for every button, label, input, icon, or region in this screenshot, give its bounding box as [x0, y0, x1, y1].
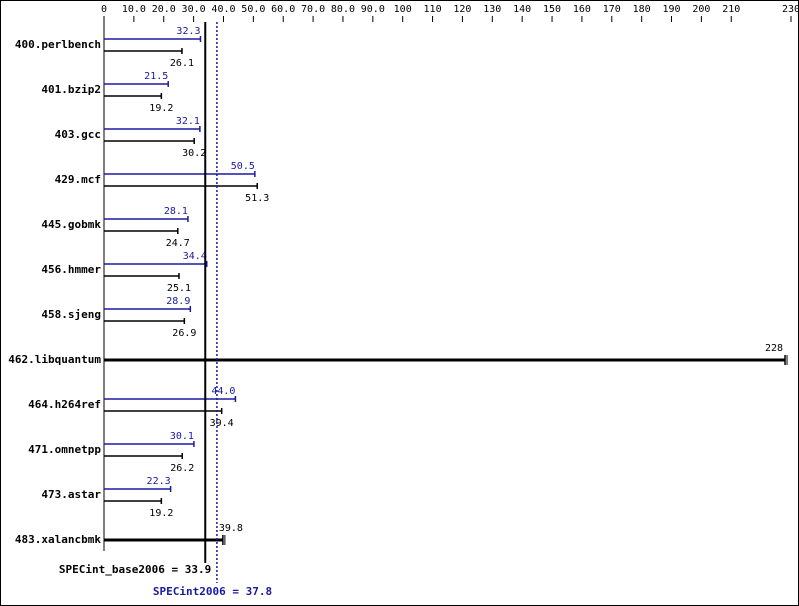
bar-peak-value-label: 44.0	[211, 386, 235, 397]
reference-label-peak: SPECint2006 = 37.8	[153, 585, 272, 598]
category-label: 464.h264ref	[28, 398, 101, 411]
category-label: 445.gobmk	[41, 218, 101, 231]
bar-base-value-label: 30.2	[182, 148, 206, 159]
reference-label-base: SPECint_base2006 = 33.9	[59, 563, 211, 576]
bar-peak-value-label: 32.1	[176, 116, 200, 127]
category-label: 471.omnetpp	[28, 443, 101, 456]
category-label: 400.perlbench	[15, 38, 101, 51]
bar-peak-value-label: 32.3	[176, 26, 200, 37]
x-tick-label: 0	[101, 4, 107, 15]
x-tick-label: 110	[424, 4, 442, 15]
x-tick-label: 120	[453, 4, 471, 15]
bar-base-value-label: 26.2	[170, 463, 194, 474]
bar-peak-value-label: 22.3	[147, 476, 171, 487]
bar-value-label: 228	[765, 343, 783, 354]
bar-base-value-label: 19.2	[149, 508, 173, 519]
x-tick-label: 70.0	[301, 4, 325, 15]
bar-value-label: 39.8	[219, 523, 243, 534]
category-label: 483.xalancbmk	[15, 533, 101, 546]
x-tick-label: 40.0	[211, 4, 235, 15]
bar-base-value-label: 24.7	[166, 238, 190, 249]
bar-base-value-label: 51.3	[245, 193, 269, 204]
x-tick-label: 10.0	[122, 4, 146, 15]
category-label: 401.bzip2	[41, 83, 101, 96]
category-label: 462.libquantum	[8, 353, 101, 366]
x-tick-label: 100	[394, 4, 412, 15]
bar-peak-value-label: 21.5	[144, 71, 168, 82]
x-tick-label: 160	[573, 4, 591, 15]
x-tick-label: 210	[722, 4, 740, 15]
x-tick-label: 60.0	[271, 4, 295, 15]
bar-peak-value-label: 34.4	[183, 251, 207, 262]
bar-base-value-label: 25.1	[167, 283, 191, 294]
bar-peak-value-label: 50.5	[231, 161, 255, 172]
bar-base-value-label: 26.1	[170, 58, 194, 69]
x-tick-label: 200	[692, 4, 710, 15]
bar-base-value-label: 39.4	[210, 418, 234, 429]
bar-peak-value-label: 28.9	[166, 296, 190, 307]
category-label: 403.gcc	[55, 128, 101, 141]
category-label: 456.hmmer	[41, 263, 101, 276]
x-tick-label: 130	[483, 4, 501, 15]
bar-peak-value-label: 30.1	[170, 431, 194, 442]
category-label: 458.sjeng	[41, 308, 101, 321]
x-tick-label: 170	[603, 4, 621, 15]
category-label: 429.mcf	[55, 173, 101, 186]
bar-base-value-label: 26.9	[172, 328, 196, 339]
x-tick-label: 30.0	[182, 4, 206, 15]
x-tick-label: 140	[513, 4, 531, 15]
x-tick-label: 150	[543, 4, 561, 15]
x-tick-label: 90.0	[361, 4, 385, 15]
category-label: 473.astar	[41, 488, 101, 501]
x-tick-label: 190	[662, 4, 680, 15]
x-tick-label: 80.0	[331, 4, 355, 15]
x-tick-label: 180	[633, 4, 651, 15]
bar-peak-value-label: 28.1	[164, 206, 188, 217]
x-tick-label: 20.0	[152, 4, 176, 15]
x-tick-label: 230	[782, 4, 798, 15]
x-tick-label: 50.0	[241, 4, 265, 15]
bar-base-value-label: 19.2	[149, 103, 173, 114]
